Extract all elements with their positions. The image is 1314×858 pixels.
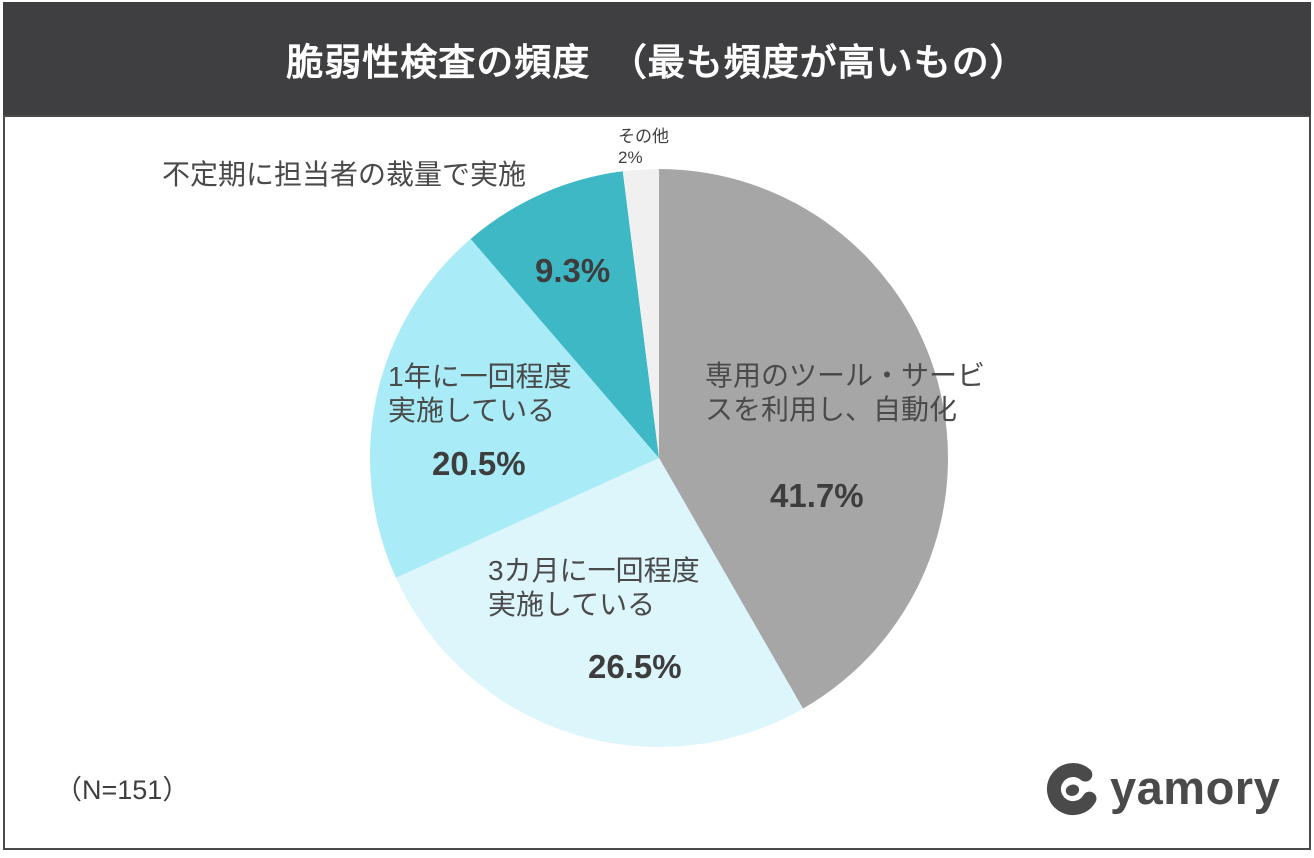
title-bar: 脆弱性検査の頻度 （最も頻度が高いもの） xyxy=(3,2,1311,115)
slice-pct-quarterly: 26.5% xyxy=(588,648,682,685)
slice-label-yearly: 1年に一回程度 実施している xyxy=(388,361,572,426)
slice-pct-auto: 41.7% xyxy=(770,477,864,514)
pie-chart xyxy=(370,169,948,747)
slice-label-other: その他 2% xyxy=(618,127,669,167)
pie-slice-1 xyxy=(395,458,803,747)
pie-slice-2 xyxy=(370,238,659,578)
pie-slice-0 xyxy=(659,169,948,709)
slice-label-auto: 専用のツール・サービ スを利用し、自動化 xyxy=(705,360,986,425)
pie-slice-4 xyxy=(622,169,659,458)
pie-slice-3 xyxy=(470,171,659,458)
chart-title: 脆弱性検査の頻度 （最も頻度が高いもの） xyxy=(286,41,1028,83)
sample-size-label: （N=151） xyxy=(55,775,190,805)
slice-pct-yearly: 20.5% xyxy=(432,445,526,482)
slice-pct-adhoc: 9.3% xyxy=(535,252,611,289)
yamory-logo-text: yamory xyxy=(1110,761,1281,814)
yamory-logo: yamory xyxy=(1045,758,1280,818)
slice-label-quarterly: 3カ月に一回程度 実施している xyxy=(488,555,700,620)
slice-label-adhoc: 不定期に担当者の裁量で実施 xyxy=(162,159,527,190)
yamory-logo-icon xyxy=(1046,763,1097,816)
